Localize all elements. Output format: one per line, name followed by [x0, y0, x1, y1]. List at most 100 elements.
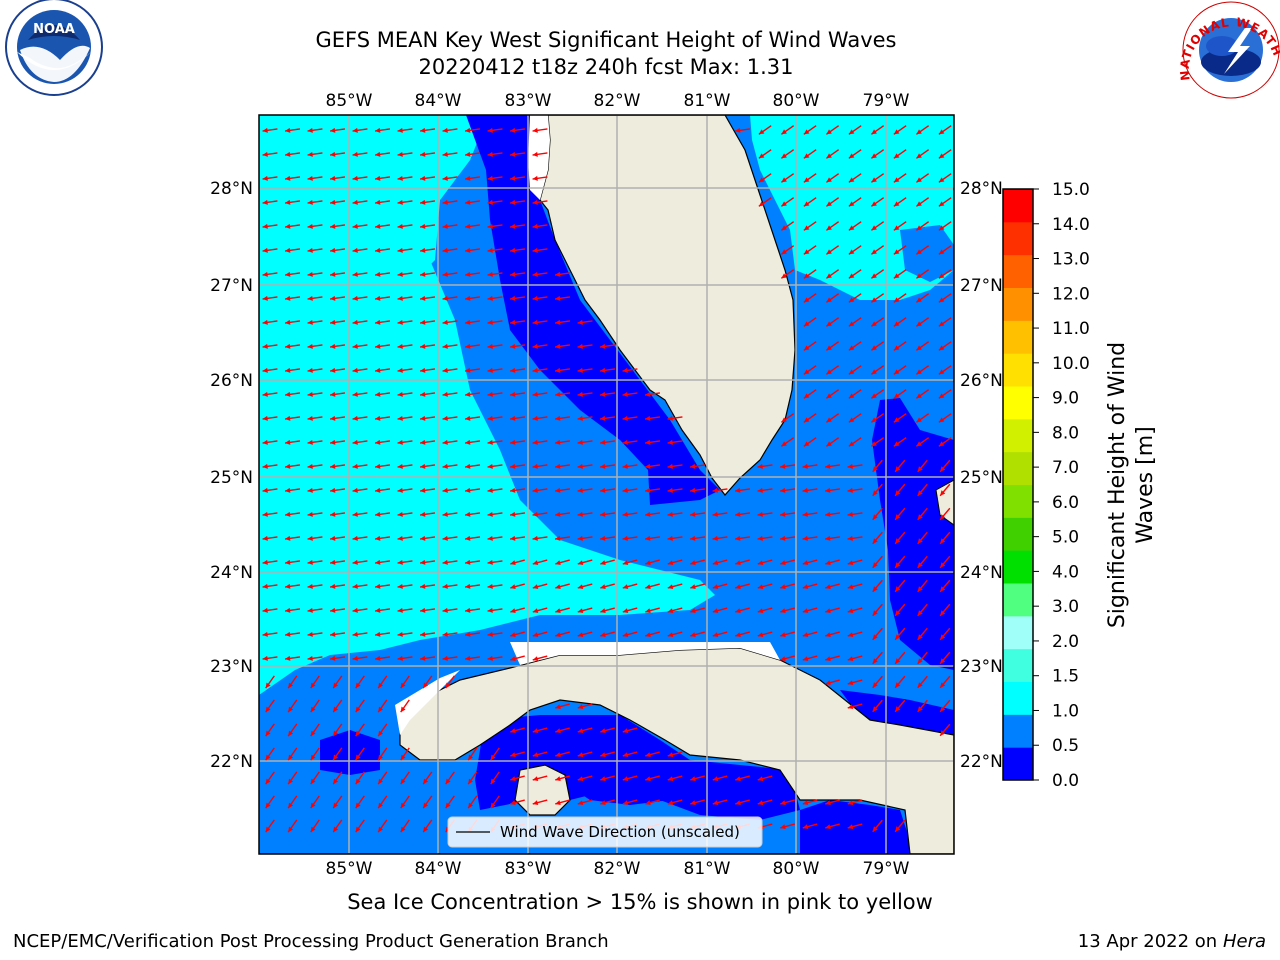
wind-arrow-head	[893, 249, 900, 255]
map-area: Wind Wave Direction (unscaled)	[259, 115, 954, 854]
florida-landmass	[539, 115, 796, 496]
wind-arrow-head	[330, 151, 336, 157]
wind-arrow-head	[690, 463, 696, 469]
wind-arrow-head	[848, 393, 855, 399]
lat-label-28n-right: 28°N	[960, 179, 1003, 199]
wind-arrow-head	[848, 321, 855, 327]
wind-arrow-head	[622, 463, 628, 469]
wind-arrow-head	[420, 319, 426, 325]
wind-arrow-head	[577, 584, 584, 590]
wind-arrow-head	[355, 802, 361, 809]
wind-arrow-head	[285, 319, 291, 325]
wind-arrow-head	[803, 201, 810, 207]
lon-label-79w-top: 79°W	[863, 91, 910, 111]
wind-arrow-head	[285, 391, 291, 397]
wind-arrow-head	[917, 466, 923, 472]
wind-arrow-head	[893, 393, 900, 399]
wind-arrow-head	[826, 177, 832, 183]
wind-arrow-head	[375, 391, 381, 397]
wind-arrow-head	[940, 490, 946, 496]
lon-labels-top: 85°W 84°W 83°W 82°W 81°W 80°W 79°W	[326, 91, 910, 111]
wind-arrow-head	[288, 754, 294, 761]
wind-arrow-head	[400, 682, 406, 689]
wind-arrow-head	[307, 151, 313, 157]
wind-arrow-head	[780, 824, 786, 830]
wind-arrow-head	[780, 584, 786, 590]
wind-arrow-head	[577, 487, 583, 493]
wind-arrow-head	[330, 607, 336, 613]
colorbar-tick-label: 12.0	[1052, 284, 1090, 304]
wind-arrow-head	[555, 608, 561, 614]
wind-arrow-head	[916, 345, 922, 351]
wind-arrow-head	[555, 415, 561, 421]
wind-arrow-head	[803, 225, 810, 231]
wind-arrow-head	[532, 584, 539, 590]
wind-arrow-head	[825, 463, 831, 469]
wind-arrow-head	[826, 225, 832, 231]
wind-arrow-head	[330, 127, 336, 133]
wind-arrow-head	[872, 682, 878, 688]
wind-arrow-head	[803, 177, 810, 183]
wind-arrow-head	[487, 439, 493, 445]
wind-arrow-head	[757, 776, 764, 782]
wind-arrow-head	[895, 658, 901, 664]
nws-ring-text: NATIONAL WEATHER SERVICE	[0, 0, 1280, 81]
wind-arrow-head	[780, 487, 786, 493]
wind-arrow-head	[442, 199, 448, 205]
wind-arrow-head	[352, 343, 358, 349]
colorbar-segment	[1003, 484, 1033, 518]
wind-arrow-head	[803, 153, 810, 159]
wind-arrow-head	[916, 249, 922, 255]
wind-arrow-head	[780, 800, 786, 806]
wind-arrow-head	[465, 199, 471, 205]
wind-arrow-head	[352, 175, 358, 181]
wind-arrow-head	[712, 608, 719, 614]
wind-arrow-head	[872, 466, 878, 472]
wind-arrow-head	[490, 778, 496, 785]
wind-arrow-head	[510, 800, 516, 806]
wind-arrow-head	[825, 824, 831, 830]
lon-label-83w-top: 83°W	[505, 91, 552, 111]
wind-arrow-head	[310, 778, 316, 785]
wind-arrow-head	[645, 391, 651, 397]
wind-arrow-head	[577, 535, 583, 541]
wind-arrow-head	[940, 610, 946, 616]
wind-arrow-head	[916, 369, 922, 375]
wind-arrow-head	[285, 511, 291, 517]
chart-title-line2: 20220412 t18z 240h fcst Max: 1.31	[418, 55, 794, 79]
wind-arrow-head	[468, 754, 474, 761]
wind-arrow-head	[848, 297, 855, 303]
wind-arrow-head	[893, 297, 900, 303]
wind-arrow-head	[622, 487, 628, 493]
wind-arrow-head	[600, 800, 606, 806]
wind-arrow-head	[577, 704, 584, 710]
wind-arrow-head	[577, 415, 583, 421]
wind-arrow-head	[352, 295, 358, 301]
wind-arrow-head	[847, 824, 854, 830]
wind-arrow-head	[532, 247, 538, 253]
wind-arrow-head	[330, 271, 336, 277]
wind-arrow-head	[375, 655, 381, 661]
wind-arrow-head	[690, 776, 696, 782]
wind-arrow-head	[757, 632, 764, 638]
wind-arrow-head	[803, 249, 810, 255]
wind-arrow-head	[871, 153, 877, 159]
wind-arrow-head	[265, 826, 271, 833]
wind-arrow-head	[352, 583, 358, 589]
sea-ice-caption: Sea Ice Concentration > 15% is shown in …	[347, 890, 933, 914]
wind-arrow-head	[285, 631, 291, 637]
wind-arrow-head	[262, 463, 268, 469]
wind-arrow-head	[712, 776, 719, 782]
wind-arrow-head	[555, 295, 561, 301]
wind-arrow-head	[355, 754, 361, 761]
wind-arrow-head	[288, 682, 294, 689]
lat-labels-left: 28°N 27°N 26°N 25°N 24°N 23°N 22°N	[210, 179, 253, 772]
wind-arrow-head	[355, 682, 361, 689]
wind-arrow-head	[330, 367, 336, 373]
wind-arrow-head	[645, 535, 651, 541]
wind-arrow-head	[532, 463, 538, 469]
wind-arrow-head	[872, 610, 878, 616]
wind-arrow-head	[352, 559, 358, 565]
wind-arrow-head	[490, 802, 496, 809]
wind-arrow-head	[532, 656, 539, 662]
